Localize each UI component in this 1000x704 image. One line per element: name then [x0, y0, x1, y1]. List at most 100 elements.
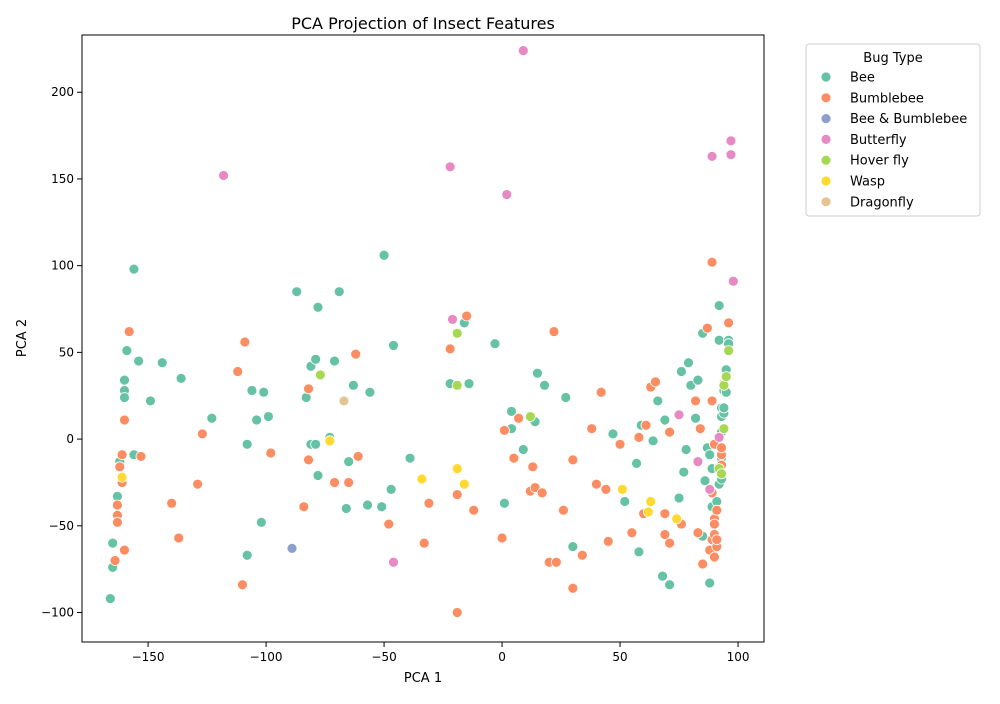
point-dragonfly	[338, 395, 350, 407]
point-bee	[343, 456, 355, 468]
point-bee	[385, 483, 397, 495]
point-bumblebee	[664, 537, 676, 549]
point-bee	[347, 379, 359, 391]
point-bee	[659, 414, 671, 426]
point-bee	[506, 405, 517, 417]
point-wasp	[642, 506, 654, 518]
point-bee	[683, 357, 694, 369]
point-butterfly	[725, 149, 737, 161]
point-bumblebee	[548, 326, 560, 337]
point-wasp	[617, 483, 628, 495]
y-tick-label: −50	[49, 519, 74, 533]
point-bee	[107, 537, 119, 549]
y-axis: −100 −50 0 50 100 150 200	[41, 85, 82, 620]
point-hover-fly	[524, 411, 536, 422]
point-bumblebee	[709, 518, 720, 530]
point-bumblebee	[350, 348, 362, 360]
point-butterfly	[727, 275, 739, 287]
point-bumblebee	[576, 549, 588, 561]
point-bee	[539, 379, 550, 391]
point-bee	[156, 357, 168, 369]
point-butterfly	[725, 135, 737, 147]
point-butterfly	[692, 456, 704, 468]
point-wasp	[324, 435, 336, 447]
point-bee	[713, 300, 725, 311]
point-bumblebee	[451, 489, 463, 500]
point-wasp	[645, 496, 657, 507]
point-bumblebee	[237, 579, 248, 591]
point-bee	[713, 334, 725, 346]
point-bumblebee	[119, 414, 130, 426]
point-bumblebee	[111, 499, 123, 511]
point-hover-fly	[451, 327, 463, 339]
y-tick-label: 200	[51, 85, 74, 99]
point-bee	[652, 395, 664, 407]
point-hover-fly	[314, 369, 326, 381]
point-butterfly	[517, 45, 529, 57]
point-bee	[532, 367, 543, 379]
point-bumblebee	[692, 527, 704, 539]
point-bumblebee	[595, 386, 607, 398]
point-bumblebee	[352, 451, 364, 462]
point-butterfly	[706, 150, 718, 162]
point-butterfly	[704, 483, 716, 495]
point-bee	[206, 412, 218, 424]
point-bee	[607, 428, 619, 440]
point-bumblebee	[711, 534, 723, 546]
legend-label-butterfly: Butterfly	[850, 133, 907, 148]
point-hover-fly	[723, 345, 735, 357]
point-bee	[404, 452, 416, 464]
x-tick-label: 50	[612, 650, 627, 664]
x-axis: −150 −100 −50 0 50 100	[132, 642, 749, 664]
y-axis-label: PCA 2	[15, 319, 30, 357]
point-bee	[378, 249, 390, 261]
point-bumblebee	[633, 431, 645, 443]
point-wasp	[458, 478, 470, 490]
point-bumblebee	[711, 504, 723, 516]
point-bee	[241, 549, 253, 561]
legend-marker-bumblebee	[820, 92, 832, 104]
point-bee	[251, 414, 263, 426]
point-bumblebee	[123, 326, 135, 337]
point-bee	[657, 570, 668, 582]
point-bumblebee	[716, 442, 727, 454]
point-bee	[362, 499, 373, 511]
point-butterfly	[673, 409, 685, 421]
point-bee	[310, 438, 322, 450]
point-bumblebee	[650, 376, 661, 388]
plot-frame	[81, 34, 765, 643]
point-bumblebee	[135, 451, 147, 462]
point-bumblebee	[508, 452, 520, 464]
point-bee	[678, 466, 690, 478]
point-bee	[560, 392, 572, 403]
point-bumblebee	[513, 412, 524, 424]
point-bee	[619, 496, 631, 507]
x-axis-label: PCA 1	[404, 671, 442, 686]
point-wasp	[416, 473, 428, 485]
point-bee	[241, 438, 253, 450]
point-bee	[704, 449, 716, 461]
point-bumblebee	[265, 447, 277, 459]
point-bee	[255, 516, 267, 528]
point-bee	[631, 457, 642, 469]
point-bee	[517, 444, 529, 455]
y-tick-label: −100	[41, 606, 74, 620]
y-tick-label: 0	[66, 432, 74, 446]
point-butterfly	[713, 431, 725, 443]
point-bee	[699, 475, 711, 487]
point-butterfly	[444, 161, 456, 173]
point-butterfly	[388, 556, 399, 568]
point-bumblebee	[114, 461, 126, 473]
point-bee-bumblebee	[286, 542, 298, 554]
point-butterfly	[447, 314, 458, 325]
y-tick-label: 150	[51, 172, 74, 186]
legend-box	[805, 43, 981, 217]
point-hover-fly	[451, 379, 463, 391]
legend-label-wasp: Wasp	[850, 175, 885, 190]
point-butterfly	[218, 170, 229, 181]
point-bumblebee	[694, 423, 706, 435]
point-bee	[673, 492, 685, 504]
point-bumblebee	[567, 454, 579, 466]
point-bumblebee	[600, 483, 612, 495]
